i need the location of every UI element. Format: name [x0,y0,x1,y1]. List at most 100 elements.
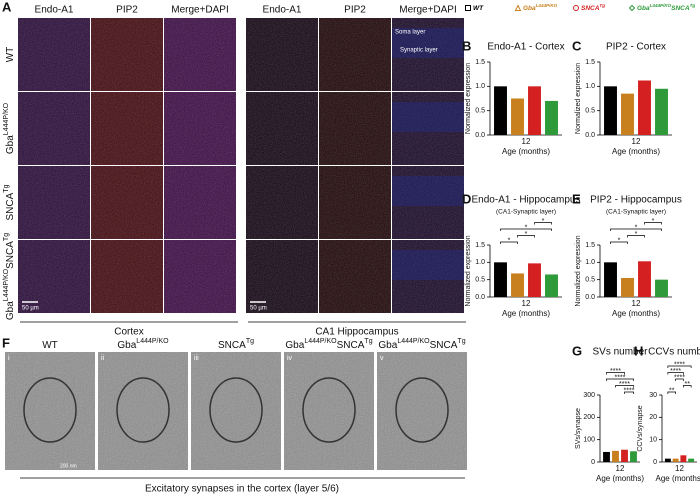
row-label: SNCATg [3,184,15,220]
legend-label: GbaL444P/KOSNCATg [637,3,695,12]
bar [630,451,637,462]
y-tick-label: 1.5 [475,242,485,249]
micrograph-texture [164,92,236,165]
em-texture [191,352,281,470]
panel-label: B [462,38,471,53]
significance-label: **** [619,381,630,388]
y-tick-label: 1.5 [585,242,595,249]
label-part: Gba [637,5,650,12]
significance-bracket [624,391,634,394]
y-axis-label: Normalized expression [465,235,472,306]
bar [494,86,507,135]
bar [638,261,651,297]
micrograph-texture [392,92,464,165]
y-axis-label: Normalized expression [575,235,582,306]
em-texture [284,352,374,470]
y-tick-label: 200 [583,414,595,421]
em-terminal [23,377,77,443]
bar [612,450,619,462]
significance-bracket [606,378,634,381]
y-tick-label: 300 [583,392,595,399]
panel-label: F [2,335,10,350]
micrograph-texture [319,92,391,165]
micrograph-texture [246,166,318,239]
chart-title: Endo-A1 - Hippocampus [472,195,581,206]
chart-title: CCVs number [648,347,700,358]
em-numeral: iii [194,355,199,362]
x-tick-label: 12 [632,299,641,308]
significance-bracket [683,385,692,388]
scale-bar-label: 50 µm [250,306,267,312]
em-numeral: ii [101,355,105,362]
y-tick-label: 1.5 [585,59,595,66]
bar [680,455,687,462]
x-axis-label: Age (months) [502,147,550,156]
label-part: WT [473,5,484,12]
em-label: WT [42,340,58,351]
legend-label: SNCATg [581,3,605,12]
region-label: CA1 Hippocampus [315,327,398,338]
dapi-band [392,102,464,132]
significance-bracket [500,228,552,231]
y-tick-label: 1.0 [475,83,485,90]
bar [545,100,558,135]
significance-bracket [667,372,684,375]
x-axis-label: Age (months) [502,309,550,318]
significance-bracket [610,241,628,244]
chart-title: PIP2 - Hippocampus [590,195,682,206]
y-tick-label: 0.5 [475,108,485,115]
row-label: WT [5,47,16,63]
y-tick-label: 0.5 [585,108,595,115]
bar [664,458,671,462]
label-part: Gba [523,5,536,12]
y-tick-label: 10 [649,437,657,444]
bar [638,80,651,135]
em-terminal [302,377,356,443]
significance-label: * [525,231,528,238]
label-part: WT [42,340,58,351]
superscript: L444P/KO [536,3,558,8]
y-tick-label: 0.0 [475,294,485,301]
column-header: Merge+DAPI [171,5,229,16]
y-tick-label: 0.0 [585,294,595,301]
superscript: Tg [3,233,10,241]
bar [511,98,524,135]
y-axis-label: Normalized expression [575,63,582,134]
superscript: L444P/KO [136,338,169,345]
significance-bracket [517,235,535,238]
x-tick-label: 12 [522,299,531,308]
em-scale-bar: 200 nm [60,463,77,469]
significance-bracket [644,222,662,225]
y-axis-label: Normalized expression [465,63,472,134]
micrograph-texture [91,166,163,239]
significance-label: **** [624,387,635,394]
chart-subtitle: (CA1-Synaptic layer) [606,209,666,216]
superscript: L444P/KO [397,338,430,345]
y-tick-label: 1.0 [585,259,595,266]
significance-label: ** [685,381,691,388]
bar [688,458,695,462]
em-texture [5,352,95,470]
x-tick-label: 12 [632,137,641,146]
x-tick-label: 12 [675,464,684,473]
significance-label: * [508,237,511,244]
em-numeral: iv [287,355,293,362]
panel-label: G [572,343,582,358]
superscript: Tg [3,184,10,192]
bar [545,274,558,297]
significance-label: * [542,218,545,225]
bar [603,451,610,462]
y-tick-label: 1.0 [475,259,485,266]
panel-label: E [572,191,581,206]
micrograph-texture [18,92,90,165]
micrograph-texture [18,18,90,91]
em-label: GbaL444P/KOSNCATg [378,338,465,350]
label-part: SNCA [5,241,16,269]
superscript: L444P/KO [3,102,10,135]
chart-title: Endo-A1 - Cortex [487,42,564,53]
micrograph-texture [91,92,163,165]
label-part: SNCA [671,5,690,12]
caption: Excitatory synapses in the cortex (layer… [145,484,339,495]
column-header: PIP2 [344,5,366,16]
label-part: Gba [378,340,397,351]
